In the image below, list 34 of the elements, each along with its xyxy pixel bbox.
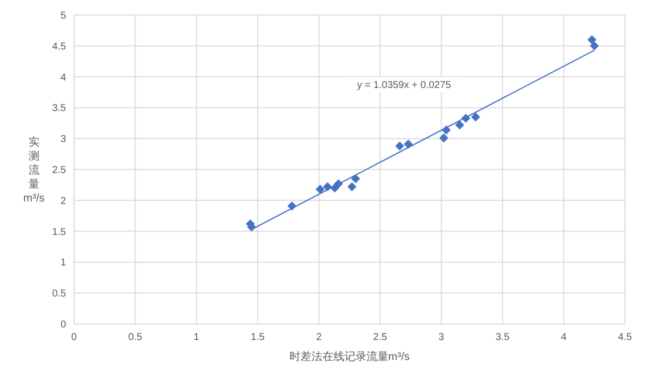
x-tick-label: 2.5 [373, 332, 388, 343]
y-tick-label: 5 [60, 10, 66, 22]
y-axis-title: 实测流量m³/s [23, 136, 46, 204]
y-tick-label: 1.5 [52, 226, 66, 238]
point [316, 184, 325, 194]
x-axis-title: 时差法在线记录流量m³/s [289, 350, 410, 363]
y-tick-label: 2.5 [52, 165, 66, 176]
point [471, 112, 480, 122]
point [347, 182, 356, 192]
x-tick-label: 1.5 [250, 332, 266, 343]
x-tick-label: 4.5 [618, 332, 632, 343]
y-tick-label: 0 [60, 320, 66, 330]
y-tick-label: 4 [60, 72, 66, 84]
y-tick-label: 4.5 [52, 41, 66, 52]
x-tick-label: 2 [316, 332, 322, 343]
x-tick-label: 3.5 [496, 332, 510, 343]
y-tick-label: 3 [60, 134, 66, 146]
x-tick-label: 1 [194, 332, 200, 343]
point [455, 120, 464, 130]
point [439, 133, 448, 142]
y-tick-label: 0.5 [52, 288, 66, 300]
x-tick-label: 0.5 [128, 332, 143, 343]
x-tick-label: 3 [438, 332, 445, 343]
x-tick-label: 0 [71, 332, 78, 343]
x-tick-label: 4 [560, 332, 567, 343]
y-tick-label: 2 [60, 196, 66, 207]
annotation: y = 1.0359x + 0.0275 [357, 80, 452, 91]
point [587, 35, 596, 44]
point [404, 140, 413, 149]
y-tick-label: 1 [60, 258, 66, 269]
point [590, 41, 599, 50]
point [395, 142, 404, 151]
y-tick-label: 3.5 [52, 103, 66, 114]
point [351, 174, 360, 184]
